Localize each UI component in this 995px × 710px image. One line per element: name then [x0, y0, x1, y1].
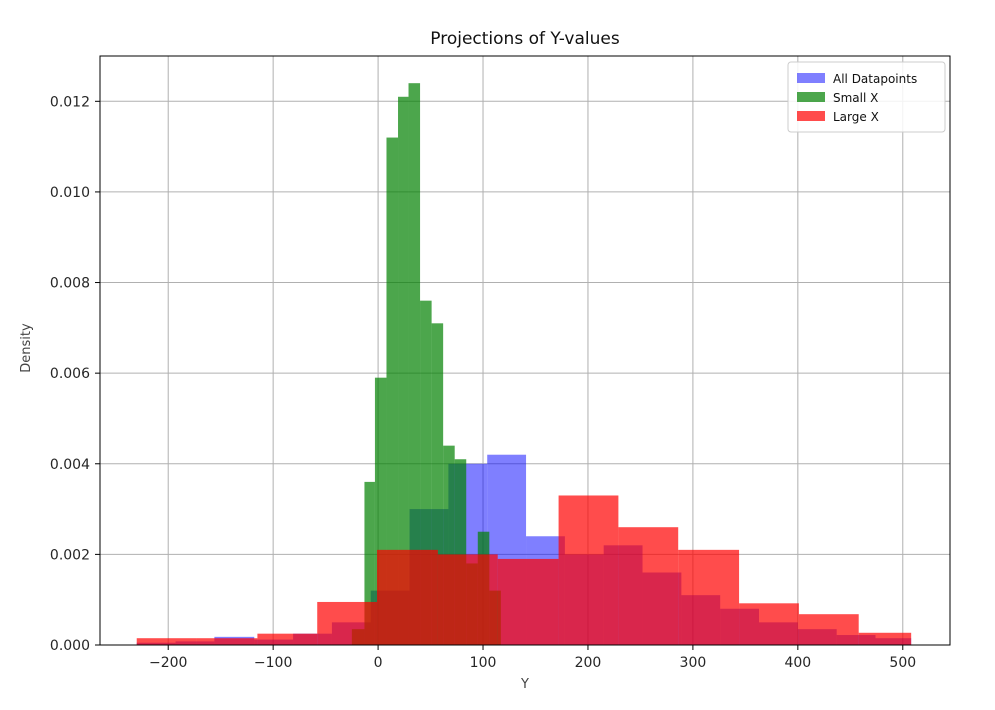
y-tick-label: 0.000 [50, 638, 90, 654]
histogram-bar [739, 603, 799, 645]
histogram-bar [443, 445, 455, 645]
histogram-bar [454, 459, 467, 645]
x-tick-label: 500 [889, 655, 916, 671]
y-tick-label: 0.012 [50, 94, 90, 110]
legend-swatch [797, 73, 825, 83]
histogram-bar [678, 549, 740, 645]
histogram-bar [431, 323, 444, 645]
histogram-bar [398, 96, 409, 646]
y-tick-label: 0.002 [50, 547, 90, 563]
histogram-bar [364, 481, 375, 645]
histogram-bar [420, 300, 432, 645]
histogram-bar [858, 632, 912, 645]
histogram-bar [136, 638, 197, 645]
y-axis-label: Density [19, 323, 34, 373]
histogram-bar [257, 633, 318, 645]
legend-swatch [797, 92, 825, 102]
legend: All Datapoints Small X Large X [787, 61, 946, 133]
x-tick-label: 100 [470, 655, 497, 671]
histogram-bar [558, 495, 619, 645]
legend-swatch [797, 111, 825, 121]
histogram-bar [196, 638, 258, 645]
plot-frame [99, 55, 951, 646]
plot-area: −200 −100 0 100 200 300 400 500 0.000 0.002 0.004 0… [50, 55, 951, 671]
y-tick-label: 0.004 [50, 457, 90, 473]
legend-label: Small X [833, 91, 878, 105]
x-tick-label: −100 [254, 655, 292, 671]
x-tick-label: 200 [575, 655, 602, 671]
histogram-bar [437, 554, 498, 645]
histogram-bar [408, 83, 421, 645]
histogram-bar [317, 601, 378, 645]
histogram-bar [798, 614, 859, 645]
x-tick-label: 400 [784, 655, 811, 671]
x-tick-label: −200 [149, 655, 187, 671]
legend-label: Large X [833, 110, 879, 124]
y-tick-label: 0.008 [50, 276, 90, 292]
chart-title: Projections of Y-values [430, 29, 620, 49]
y-tick-label: 0.006 [50, 366, 90, 382]
histogram-bar [618, 527, 679, 645]
x-tick-label: 300 [680, 655, 707, 671]
histogram-bar [497, 558, 559, 645]
histogram-bar [374, 377, 387, 645]
histogram-bar [377, 549, 438, 645]
x-axis-label: Y [520, 677, 529, 692]
histogram-bar [386, 137, 399, 646]
legend-label: All Datapoints [833, 72, 917, 86]
y-tick-label: 0.010 [50, 185, 90, 201]
legend-box [787, 61, 946, 133]
series-large-x [136, 495, 912, 645]
x-tick-label: 0 [374, 655, 383, 671]
